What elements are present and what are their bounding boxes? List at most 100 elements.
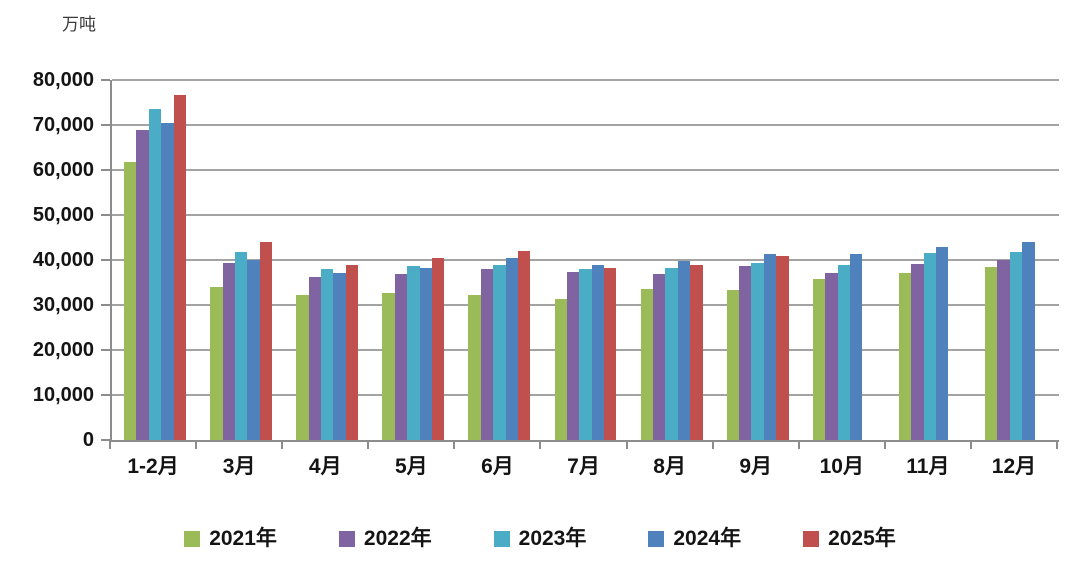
legend-swatch-icon	[493, 531, 510, 547]
bar	[222, 262, 235, 440]
legend-label: 2025年	[828, 527, 896, 550]
legend-swatch-icon	[184, 531, 201, 547]
bar-group	[284, 80, 370, 440]
bar	[1009, 252, 1023, 440]
x-axis-tick	[367, 441, 370, 449]
bar	[677, 261, 691, 440]
bar-group	[715, 80, 801, 440]
legend-label: 2023年	[518, 527, 587, 550]
y-tick-label: 20,000	[32, 339, 94, 361]
bar	[419, 267, 432, 440]
bar	[652, 273, 666, 440]
gridline	[112, 259, 1059, 261]
gridline	[112, 79, 1059, 81]
bar	[382, 292, 395, 440]
bar	[296, 295, 309, 440]
bar	[776, 255, 789, 440]
bar	[480, 269, 494, 440]
bar	[136, 129, 149, 440]
x-axis-tick	[625, 441, 628, 449]
bar	[665, 268, 678, 440]
x-tick-label: 7月	[567, 455, 600, 478]
legend: 2021年 2022年 2023年 2024年 2025年	[0, 527, 1080, 551]
x-tick-label: 12月	[991, 455, 1037, 478]
bar	[394, 274, 408, 440]
bar	[234, 252, 248, 440]
gridline	[112, 214, 1059, 216]
bar-group	[370, 80, 456, 440]
x-tick-label: 4月	[308, 455, 342, 478]
bar	[333, 273, 346, 440]
plot-area	[110, 79, 1059, 442]
bar	[997, 260, 1010, 440]
y-tick-label: 0	[82, 429, 94, 451]
x-axis-tick	[453, 441, 456, 449]
bar	[751, 263, 764, 440]
bar	[345, 264, 359, 440]
bar	[763, 253, 777, 440]
x-axis-tick	[195, 441, 198, 449]
bar	[173, 94, 187, 440]
bar	[161, 122, 174, 440]
y-tick-label: 40,000	[32, 249, 94, 271]
x-axis-tick	[711, 441, 714, 449]
y-axis-unit-label: 万吨	[62, 15, 96, 34]
bar	[1022, 242, 1035, 440]
bar	[923, 253, 937, 440]
x-tick-label: 8月	[653, 455, 686, 478]
bar	[984, 266, 998, 440]
x-axis-tick	[797, 441, 800, 449]
bar	[726, 289, 740, 440]
bar	[493, 264, 506, 440]
y-axis-tick	[101, 169, 110, 171]
x-axis-tick	[883, 441, 886, 449]
gridline	[112, 169, 1059, 171]
legend-swatch-icon	[803, 531, 820, 547]
y-axis-tick	[101, 79, 110, 81]
y-axis-tick	[101, 259, 110, 261]
x-axis-tick	[969, 441, 972, 449]
y-tick-label: 50,000	[32, 204, 94, 226]
y-axis-tick	[101, 394, 110, 396]
y-axis-tick	[101, 214, 110, 216]
bar-group	[629, 80, 715, 440]
bar	[591, 264, 605, 440]
legend-swatch-icon	[338, 531, 355, 547]
bar	[640, 289, 653, 440]
bar	[849, 254, 863, 440]
legend-label: 2024年	[673, 527, 742, 550]
y-tick-label: 10,000	[32, 384, 94, 406]
bar	[468, 294, 481, 440]
y-tick-label: 80,000	[32, 69, 94, 91]
bar	[739, 266, 752, 440]
bar	[690, 264, 703, 440]
bar	[566, 272, 580, 440]
bar	[837, 265, 850, 440]
bar	[124, 161, 137, 440]
x-tick-label: 1-2月	[127, 455, 179, 478]
x-axis-tick	[109, 441, 111, 449]
bar-group	[112, 80, 198, 440]
bar	[148, 109, 162, 440]
bar	[431, 257, 445, 440]
y-axis-tick	[101, 439, 110, 441]
x-tick-label: 6月	[481, 455, 514, 478]
y-axis-tick	[101, 349, 110, 351]
x-tick-label: 3月	[222, 455, 256, 478]
bar	[517, 250, 531, 440]
bar	[308, 277, 322, 440]
bar-group	[887, 80, 973, 440]
bar	[936, 247, 949, 440]
bar	[604, 268, 617, 440]
bar	[321, 268, 334, 440]
bar	[579, 269, 592, 440]
bar	[407, 266, 420, 440]
bar-group	[542, 80, 628, 440]
x-tick-label: 5月	[394, 455, 428, 478]
x-tick-label: 9月	[739, 455, 773, 478]
bar	[898, 273, 912, 440]
x-axis-tick	[281, 441, 284, 449]
bar	[812, 279, 826, 440]
x-tick-label: 11月	[906, 455, 950, 478]
